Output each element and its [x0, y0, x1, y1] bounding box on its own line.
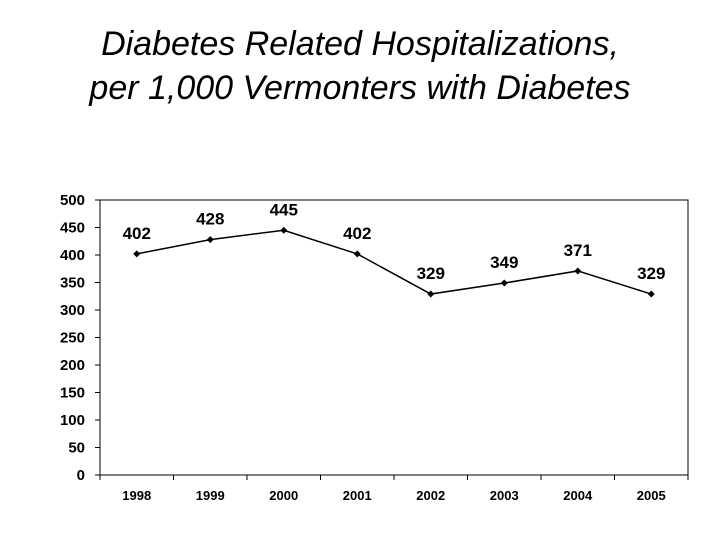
- y-tick-label: 350: [60, 275, 85, 292]
- data-label: 402: [343, 224, 371, 243]
- data-labels: 402 428 445 402 329 349 371 329: [123, 200, 666, 283]
- data-point-marker: [280, 226, 288, 234]
- data-point-marker: [427, 290, 435, 298]
- chart-title-line-2: per 1,000 Vermonters with Diabetes: [89, 69, 631, 107]
- data-point-marker: [206, 236, 214, 244]
- data-label: 445: [270, 200, 298, 219]
- data-point-marker: [133, 250, 141, 258]
- x-tick-label: 2003: [490, 488, 519, 503]
- data-label: 402: [123, 224, 151, 243]
- y-tick-label: 0: [77, 467, 85, 484]
- data-label: 329: [637, 264, 665, 283]
- x-tick-label: 2002: [416, 488, 445, 503]
- y-tick-label: 250: [60, 330, 85, 347]
- x-tick-label: 2000: [269, 488, 298, 503]
- data-label: 349: [490, 253, 518, 272]
- y-tick-label: 500: [60, 192, 85, 209]
- x-axis-ticks: 1998 1999 2000 2001 2002 2003 2004 2005: [99, 475, 689, 503]
- data-point-marker: [574, 267, 582, 275]
- y-tick-label: 400: [60, 247, 85, 264]
- y-tick-label: 450: [60, 220, 85, 237]
- y-tick-label: 300: [60, 302, 85, 319]
- x-tick-label: 2005: [637, 488, 666, 503]
- plot-area-border: [99, 199, 689, 476]
- y-tick-label: 50: [68, 440, 85, 457]
- data-label: 329: [417, 264, 445, 283]
- x-tick-label: 2004: [563, 488, 593, 503]
- data-label: 428: [196, 210, 224, 229]
- chart-axes: [99, 199, 689, 476]
- x-tick-label: 2001: [343, 488, 372, 503]
- data-point-marker: [353, 250, 361, 258]
- series-line: [136, 229, 652, 295]
- data-point-marker: [647, 290, 655, 298]
- data-label: 371: [564, 241, 592, 260]
- chart-title: Diabetes Related Hospitalizations, per 1…: [0, 22, 720, 110]
- y-tick-label: 150: [60, 385, 85, 402]
- data-series: [133, 226, 655, 298]
- y-tick-label: 100: [60, 412, 85, 429]
- data-point-marker: [500, 279, 508, 287]
- y-axis-ticks: 0 50 100 150 200 250 300 350 400 450 500: [60, 192, 100, 484]
- y-tick-label: 200: [60, 357, 85, 374]
- x-tick-label: 1998: [122, 488, 151, 503]
- chart-title-line-1: Diabetes Related Hospitalizations,: [101, 25, 619, 63]
- x-tick-label: 1999: [196, 488, 225, 503]
